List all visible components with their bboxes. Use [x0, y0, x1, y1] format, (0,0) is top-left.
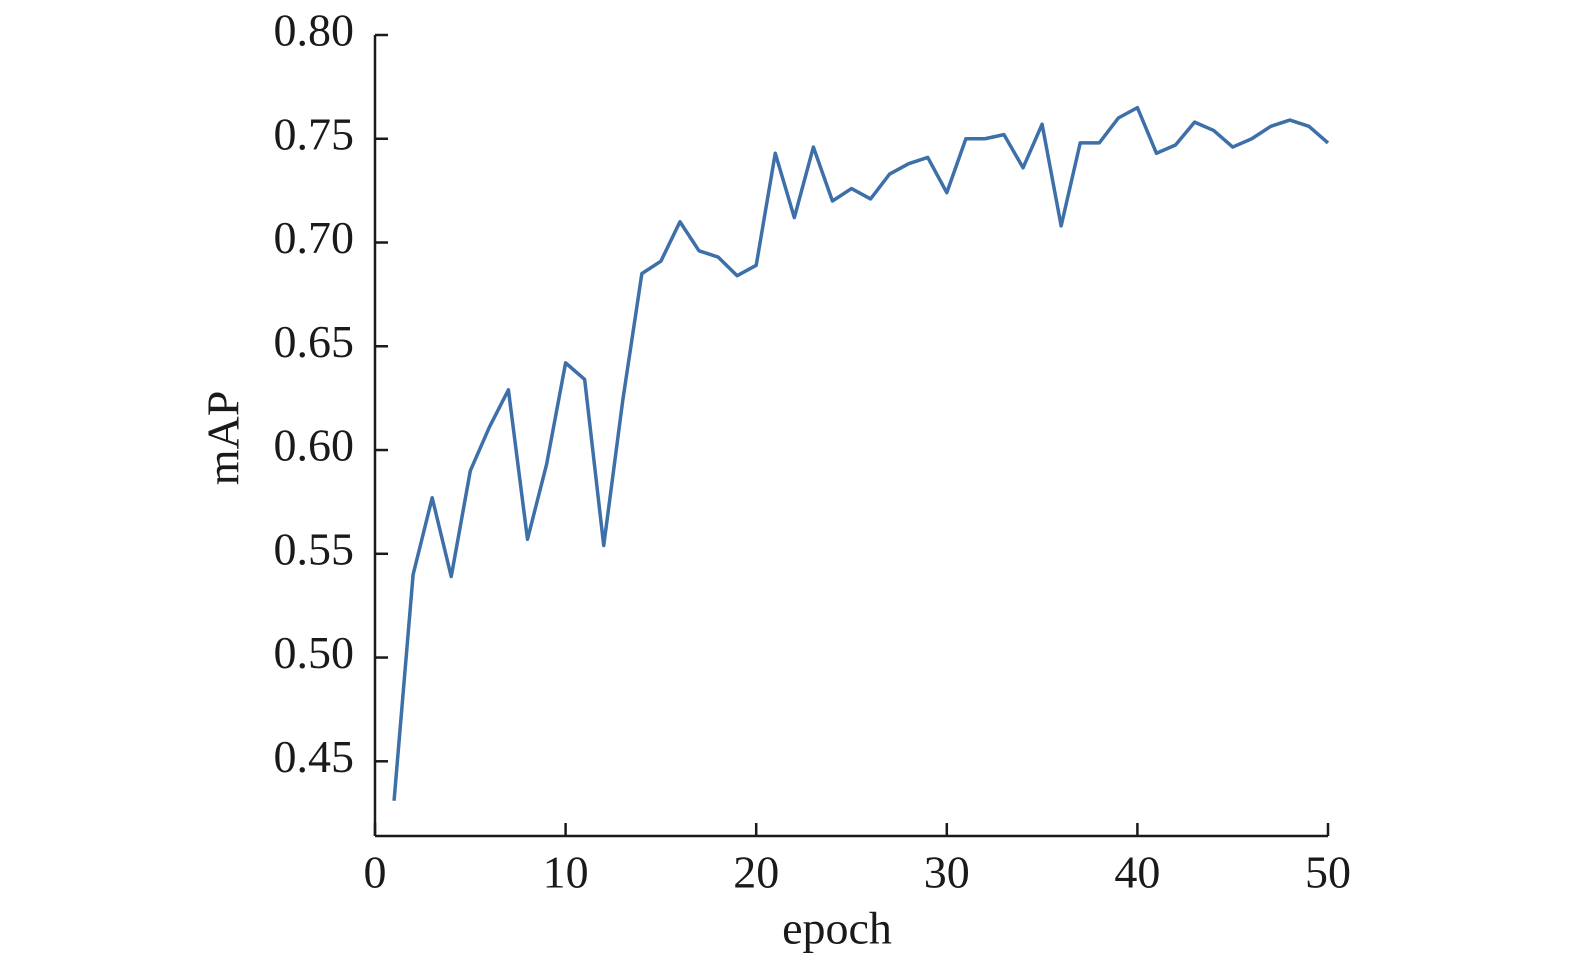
y-tick-label: 0.45 [274, 731, 355, 782]
x-tick-label: 0 [364, 847, 387, 898]
y-tick-label: 0.75 [274, 108, 355, 159]
y-tick-label: 0.60 [274, 420, 355, 471]
y-tick-label: 0.55 [274, 523, 355, 574]
data-line [392, 105, 1330, 801]
y-tick-label: 0.70 [274, 212, 355, 263]
y-axis-label: mAP [198, 391, 249, 486]
y-tick-label: 0.80 [274, 5, 355, 56]
x-tick-label: 50 [1305, 847, 1351, 898]
y-tick-label: 0.65 [274, 316, 355, 367]
x-tick-label: 10 [543, 847, 589, 898]
y-tick-label: 0.50 [274, 627, 355, 678]
x-tick-label: 40 [1114, 847, 1160, 898]
x-axis-label: epoch [782, 903, 892, 954]
x-tick-label: 20 [733, 847, 779, 898]
x-tick-label: 30 [924, 847, 970, 898]
